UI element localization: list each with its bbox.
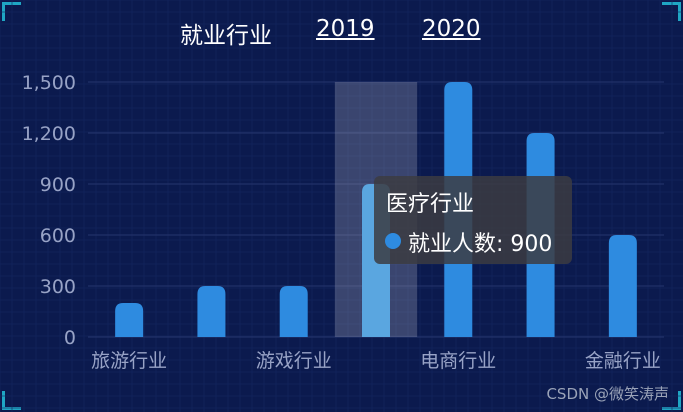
bar-教育行业[interactable] [197,286,226,337]
tooltip-value-line: 就业人数: 900 [408,232,553,257]
x-tick-label: 旅游行业 [91,350,167,372]
y-tick-label: 1,500 [22,72,76,94]
tooltip-value: 900 [510,232,553,257]
tooltip-title: 医疗行业 [386,192,475,217]
tooltip-series-label: 就业人数 [408,232,497,257]
chart-title: 就业行业 [180,23,272,49]
bar-金融行业[interactable] [608,235,637,337]
y-axis-ticks: 0 300 600 900 1,200 1,500 [22,72,76,349]
x-axis-ticks: 旅游行业 游戏行业 电商行业 金融行业 [91,350,661,372]
bar-旅游行业[interactable] [115,303,144,337]
chart-header: 就业行业 2019 2020 [0,16,683,50]
tooltip: 医疗行业 就业人数: 900 [374,176,572,264]
y-tick-label: 600 [40,225,76,247]
x-tick-label: 游戏行业 [256,350,332,372]
x-tick-label: 金融行业 [585,350,661,372]
y-tick-label: 0 [64,327,76,349]
y-tick-label: 1,200 [22,123,76,145]
bar-游戏行业[interactable] [279,286,308,337]
y-tick-label: 300 [40,276,76,298]
tab-2019[interactable]: 2019 [316,16,375,42]
x-tick-label: 电商行业 [420,350,496,372]
watermark: CSDN @微笑涛声 [546,385,669,403]
series-marker-icon [385,233,401,249]
y-tick-label: 900 [40,174,76,196]
tab-2020[interactable]: 2020 [422,16,481,42]
